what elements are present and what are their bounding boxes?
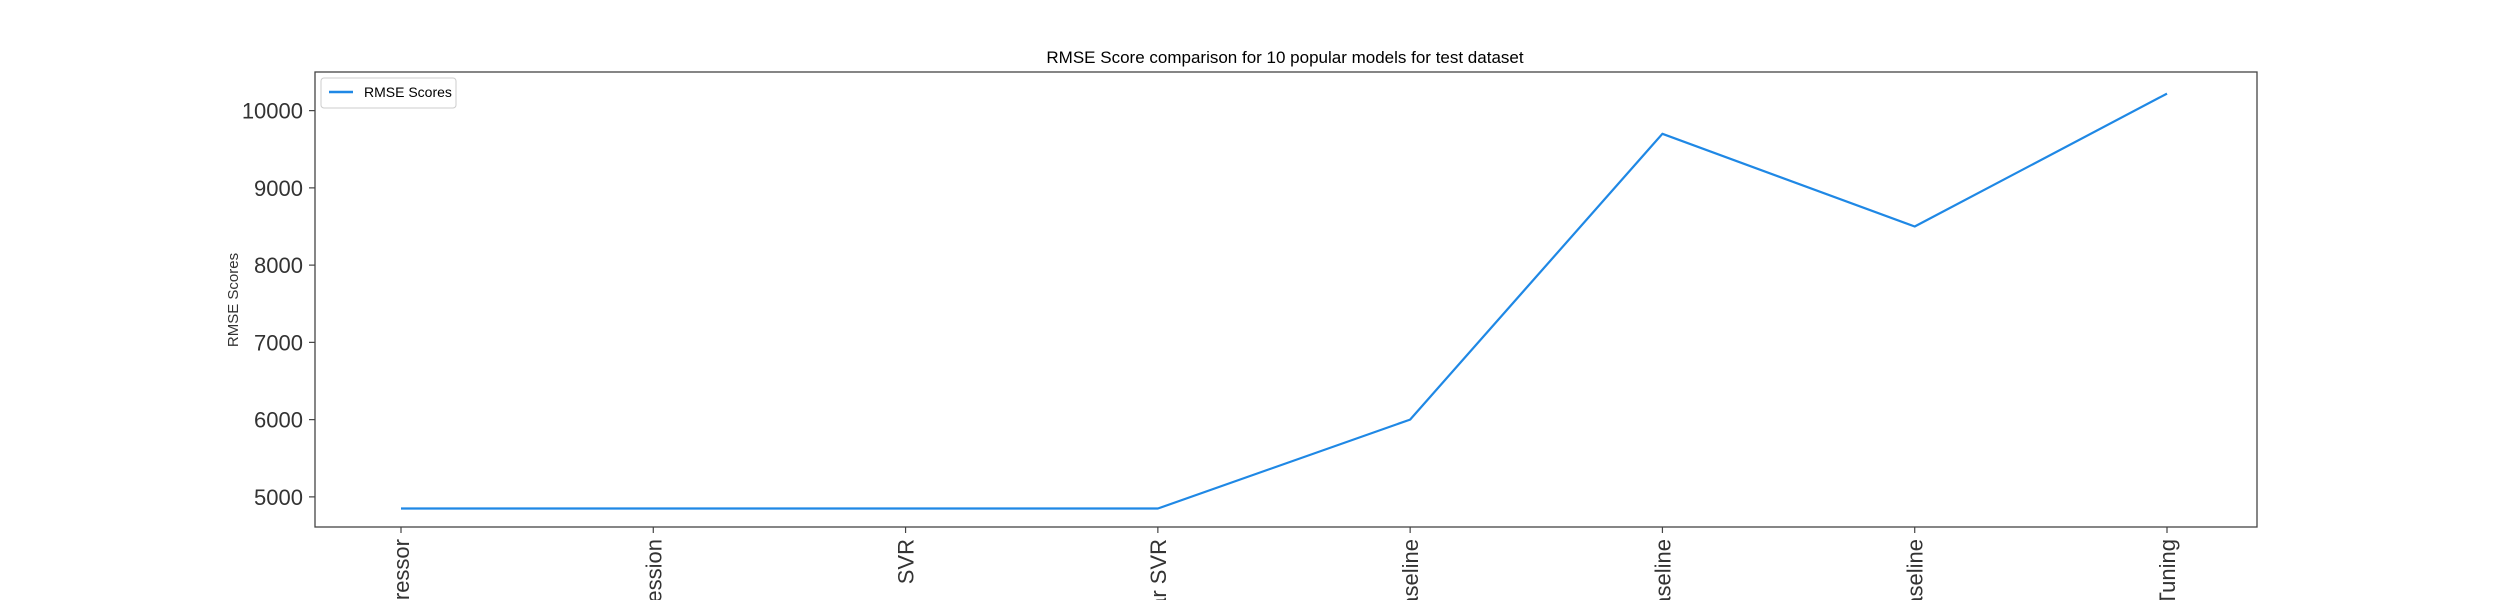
y-tick-label: 8000 [254, 253, 303, 278]
y-tick-label: 10000 [242, 99, 303, 124]
x-axis-ticks: gressor ression SVR ear SVR aseline aseline as… [389, 527, 2180, 600]
x-tick-label: ear SVR [1146, 539, 1171, 600]
x-tick-label: aseline [1650, 539, 1675, 600]
x-tick-label: aseline [1398, 539, 1423, 600]
series-line-rmse-scores [401, 92, 2168, 510]
series-lines [401, 92, 2168, 510]
chart-title: RMSE Score comparison for 10 popular mod… [1046, 48, 1523, 67]
legend: RMSE Scores [320, 77, 457, 109]
y-tick-label: 9000 [254, 176, 303, 201]
plot-area: 5000 6000 7000 8000 9000 10000 gressor ression… [242, 71, 2258, 600]
legend-box [320, 77, 457, 109]
y-tick-label: 6000 [254, 408, 303, 433]
x-tick-label: gressor [389, 539, 414, 600]
x-tick-label: aseline [1903, 539, 1928, 600]
plot-frame [314, 71, 2258, 528]
y-tick-label: 7000 [254, 330, 303, 355]
y-tick-label: 5000 [254, 485, 303, 510]
legend-label-rmse-scores: RMSE Scores [364, 84, 452, 100]
x-tick-label: ression [641, 539, 666, 600]
y-axis-label: RMSE Scores [225, 253, 242, 347]
x-tick-label: SVR [894, 539, 919, 584]
x-tick-label: Tuning [2155, 539, 2180, 600]
y-axis-ticks: 5000 6000 7000 8000 9000 10000 [242, 99, 315, 510]
